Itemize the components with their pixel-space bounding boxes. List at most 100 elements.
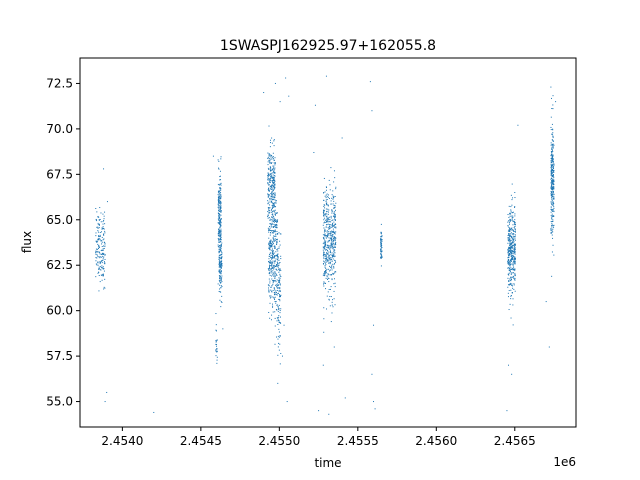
data-point [271,176,273,178]
data-point [218,238,220,240]
data-point [322,262,324,264]
data-point [327,275,329,277]
data-point [552,195,554,197]
data-point [512,224,514,226]
data-point [550,165,552,167]
data-point [326,215,328,217]
data-point [267,215,269,217]
data-point [219,231,221,233]
data-point [334,226,336,228]
data-point [221,265,223,267]
data-point [268,217,270,219]
data-point [508,234,510,236]
data-point [334,249,336,251]
data-point [274,168,276,170]
data-point [380,265,382,267]
data-point [510,245,512,247]
data-point [325,269,327,271]
data-point [272,210,274,212]
data-point [270,170,272,172]
data-point [269,161,271,163]
data-point [221,260,223,262]
data-point [273,185,275,187]
data-point [276,269,278,271]
data-point [220,203,222,205]
data-point [325,199,327,201]
data-point [513,284,515,286]
data-point [269,169,271,171]
data-point [326,220,328,222]
data-point [333,236,335,238]
data-point [102,257,104,259]
data-point [329,254,331,256]
data-point [95,248,97,250]
data-point [215,355,217,357]
data-point [272,296,274,298]
data-point [514,263,516,265]
data-point [278,232,280,234]
data-point [552,225,554,227]
data-point [331,246,333,248]
data-point [275,233,277,235]
data-point [332,215,334,217]
data-point [269,155,271,157]
data-point [273,181,275,183]
data-point [551,180,553,182]
data-point [267,184,269,186]
data-point [219,248,221,250]
data-point [508,258,510,260]
data-point [509,271,511,273]
data-point [551,154,553,156]
data-point [278,246,280,248]
data-point [272,219,274,221]
data-point [331,252,333,254]
data-point [553,211,555,213]
data-point [268,264,270,266]
data-point [273,140,275,142]
data-point [327,235,329,237]
data-point [104,244,106,246]
data-point [511,238,513,240]
data-point [327,277,329,279]
data-point [334,304,336,306]
data-point [511,284,513,286]
data-point [322,246,324,248]
data-point [514,261,516,263]
data-point [332,195,334,197]
data-point [104,258,106,260]
data-point [272,197,274,199]
data-point [219,214,221,216]
data-point [269,139,271,141]
data-point [274,192,276,194]
data-point [276,240,278,242]
data-point [270,176,272,178]
data-point [513,244,515,246]
data-point [217,205,219,207]
data-point [269,142,271,144]
data-point [270,262,272,264]
data-point [514,259,516,261]
data-point [271,211,273,213]
data-point [274,167,276,169]
data-point [100,250,102,252]
data-point [335,242,336,244]
data-point [508,364,510,366]
data-point [220,206,222,208]
data-point [513,251,514,253]
data-point [219,232,221,234]
data-point [219,234,221,236]
data-point [276,285,278,287]
data-point [552,167,554,169]
data-point [267,182,269,184]
data-point [273,230,275,232]
data-point [553,226,555,228]
data-point [550,144,552,146]
data-point [279,273,281,275]
data-point [215,313,217,315]
data-point [274,206,276,208]
data-point [279,322,281,324]
data-point [333,221,335,223]
data-point [509,250,511,252]
data-point [326,236,328,238]
data-point [550,158,552,159]
